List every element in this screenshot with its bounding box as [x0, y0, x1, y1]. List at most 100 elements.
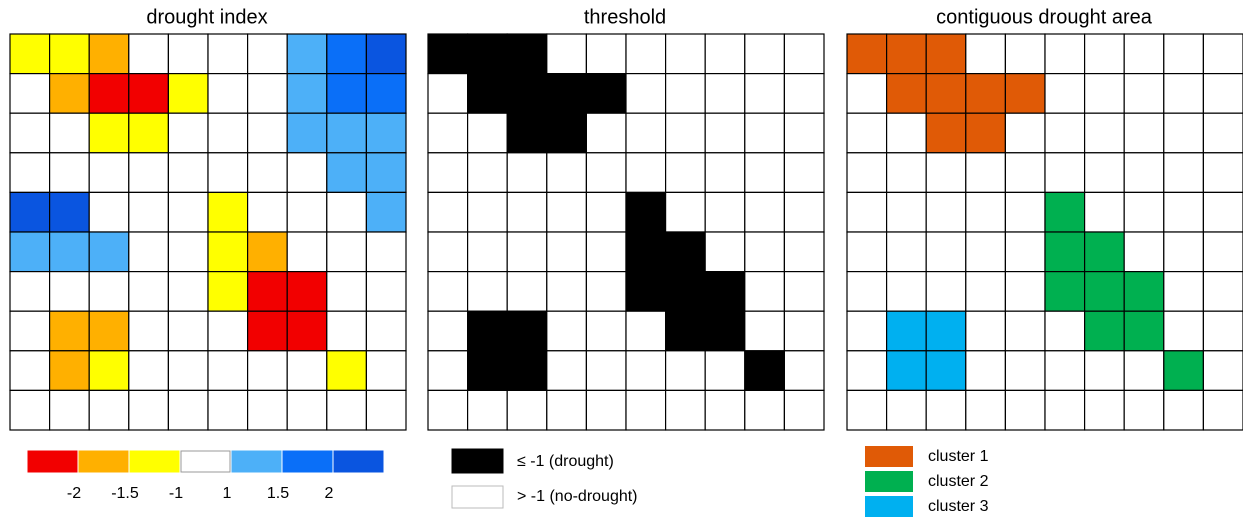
- grid-cell: [546, 152, 587, 194]
- grid-cell: [467, 112, 508, 154]
- grid-cell: [326, 191, 367, 233]
- grid-cell: [207, 271, 249, 312]
- grid-cell: [885, 72, 927, 114]
- grid-cell: [1004, 72, 1046, 114]
- grid-cell: [427, 112, 469, 154]
- grid-cell: [744, 152, 785, 194]
- grid-cell: [48, 72, 90, 114]
- grid-cell: [664, 191, 706, 233]
- legend-swatch: [282, 450, 333, 473]
- grid-cell: [1202, 231, 1243, 273]
- grid-cell: [326, 350, 367, 391]
- grid-cell: [365, 350, 407, 391]
- grid-cell: [625, 152, 667, 194]
- legend-swatch: [865, 496, 913, 517]
- grid-cell: [546, 271, 587, 312]
- grid-cell: [128, 33, 170, 75]
- grid-cell: [167, 310, 209, 352]
- grid-cell: [48, 350, 90, 391]
- grid-cell: [467, 271, 508, 312]
- grid-cell: [965, 152, 1006, 194]
- panel-title: threshold: [584, 6, 666, 28]
- grid-cell: [625, 191, 667, 233]
- grid-cell: [585, 152, 627, 194]
- grid-cell: [846, 350, 888, 391]
- grid-cell: [1163, 271, 1205, 312]
- grid-cell: [1044, 152, 1086, 194]
- grid-cell: [9, 72, 51, 114]
- grid-cell: [9, 112, 51, 154]
- grid-cell: [506, 350, 548, 391]
- grid-cell: [1123, 191, 1165, 233]
- grid-cell: [427, 72, 469, 114]
- grid-cell: [846, 271, 888, 312]
- grid-cell: [1044, 271, 1086, 312]
- grid-cell: [247, 191, 288, 233]
- grid-cell: [965, 191, 1006, 233]
- grid-cell: [1163, 310, 1205, 352]
- grid-cell: [207, 389, 249, 431]
- grid-cell: [128, 389, 170, 431]
- grid-cell: [167, 152, 209, 194]
- grid-cell: [128, 350, 170, 391]
- grid-cell: [846, 152, 888, 194]
- grid-cell: [925, 310, 967, 352]
- threshold-legend: ≤ -1 (drought) > -1 (no-drought): [451, 448, 638, 509]
- legend-label: 2: [325, 485, 334, 502]
- grid-cell: [365, 191, 407, 233]
- legend-swatch: [451, 485, 504, 509]
- grid-cell: [9, 271, 51, 312]
- grid-cell: [9, 310, 51, 352]
- grid-cell: [167, 72, 209, 114]
- grid-cell: [326, 271, 367, 312]
- grid-cell: [704, 72, 746, 114]
- grid-cell: [506, 271, 548, 312]
- grid-cell: [247, 152, 288, 194]
- grid-cell: [664, 112, 706, 154]
- grid-cell: [1044, 389, 1086, 431]
- legend-swatch: [27, 450, 78, 473]
- grid-cell: [783, 350, 825, 391]
- legend-label: -1.5: [111, 485, 139, 502]
- grid-cell: [286, 231, 328, 273]
- grid-cell: [783, 191, 825, 233]
- grid-cell: [1004, 191, 1046, 233]
- grid-cell: [247, 271, 288, 312]
- grid-cell: [585, 33, 627, 75]
- legend-swatch: [865, 446, 913, 467]
- grid-cell: [326, 33, 367, 75]
- grid-cell: [546, 310, 587, 352]
- grid-cell: [704, 112, 746, 154]
- grid-cell: [286, 310, 328, 352]
- grid-cell: [664, 33, 706, 75]
- grid-cell: [885, 350, 927, 391]
- grid-cell: [286, 191, 328, 233]
- grid-cell: [1044, 231, 1086, 273]
- grid-cell: [467, 310, 508, 352]
- grid-cell: [783, 112, 825, 154]
- grid-cell: [1123, 231, 1165, 273]
- grid-cell: [783, 231, 825, 273]
- grid-cell: [965, 231, 1006, 273]
- grid-cell: [1004, 350, 1046, 391]
- grid-cell: [9, 191, 51, 233]
- grid-cell: [546, 72, 587, 114]
- grid-cell: [207, 310, 249, 352]
- grid-cell: [625, 310, 667, 352]
- grid-cell: [1004, 152, 1046, 194]
- grid-cell: [48, 231, 90, 273]
- grid-cell: [506, 112, 548, 154]
- grid-cell: [885, 389, 927, 431]
- grid-cell: [965, 72, 1006, 114]
- grid-cell: [286, 389, 328, 431]
- legend-swatch: [129, 450, 180, 473]
- grid-cell: [965, 389, 1006, 431]
- grid-cell: [427, 33, 469, 75]
- grid-cell: [1163, 152, 1205, 194]
- grid-cell: [925, 152, 967, 194]
- grid-cell: [167, 112, 209, 154]
- grid-cell: [1083, 231, 1125, 273]
- grid-cell: [744, 191, 785, 233]
- grid-cell: [585, 310, 627, 352]
- grid-cell: [365, 152, 407, 194]
